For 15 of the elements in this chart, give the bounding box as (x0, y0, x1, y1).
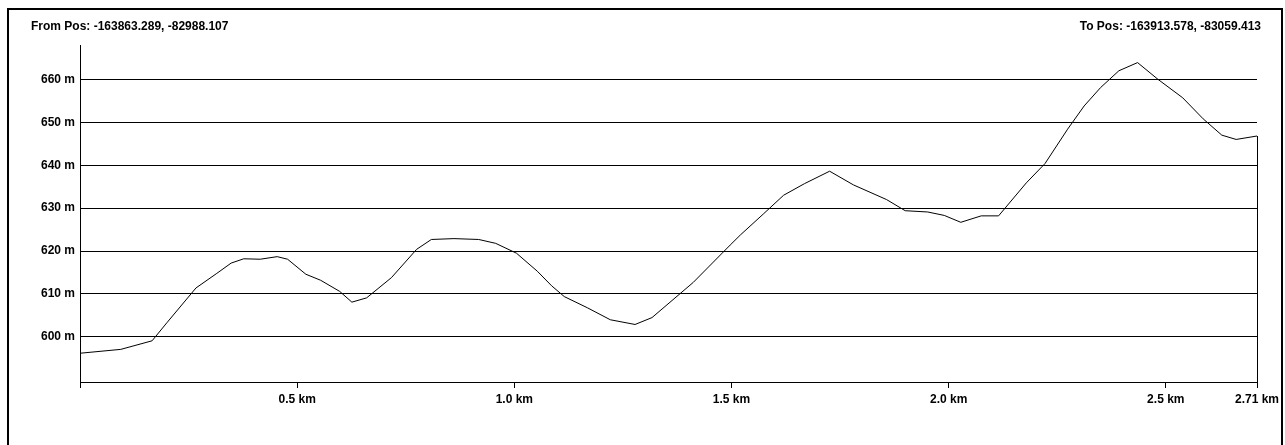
y-tick-label: 650 m (40, 114, 75, 129)
y-tick-label: 660 m (40, 71, 75, 86)
y-tick-label: 600 m (40, 329, 75, 344)
text: To Pos: -163913.578, -83059.413 (1079, 19, 1262, 34)
y-tick-label: 610 m (40, 286, 75, 301)
y-tick-label: 640 m (40, 157, 75, 172)
x-tick-label: 0.5 km (278, 391, 316, 406)
text: From Pos: -163863.289, -82988.107 (31, 19, 229, 34)
x-tick-label: 2.0 km (929, 391, 968, 406)
y-tick-label: 630 m (40, 200, 75, 215)
x-tick-label: 2.5 km (1147, 391, 1185, 406)
y-tick-label: 620 m (40, 243, 75, 258)
x-tick-label: 2.71 km (1234, 391, 1280, 406)
x-tick-label: 1.0 km (495, 391, 533, 406)
x-tick-label: 1.5 km (712, 391, 751, 406)
